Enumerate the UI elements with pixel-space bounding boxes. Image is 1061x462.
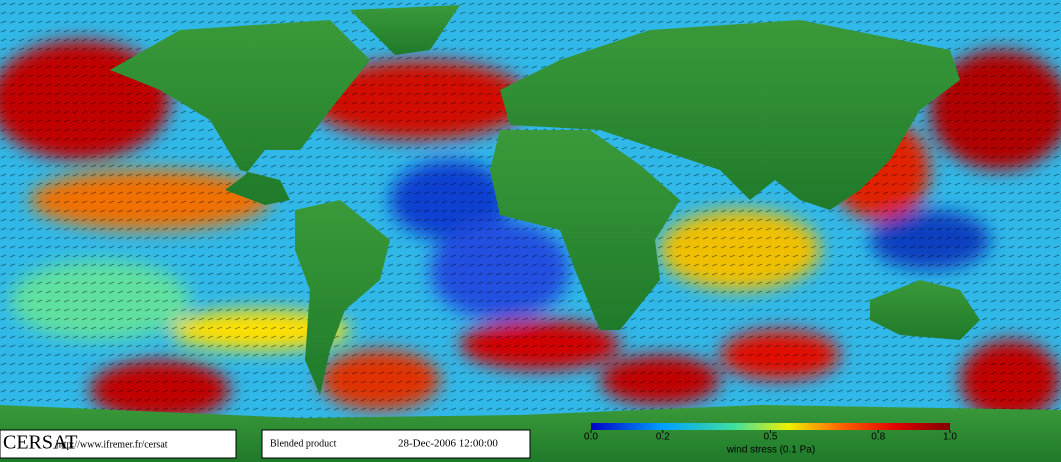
colorbar <box>591 423 950 430</box>
url: http://www.ifremer.fr/cersat <box>56 439 168 450</box>
colorbar-tick-label: 0.0 <box>584 432 598 443</box>
product-name: Blended product <box>270 438 337 449</box>
colorbar-tick-label: 0.2 <box>656 432 670 443</box>
colorbar-tick-label: 0.8 <box>871 432 885 443</box>
logo: CERSAT <box>3 432 77 454</box>
product-date: 28-Dec-2006 12:00:00 <box>398 438 498 450</box>
product-box <box>261 429 531 459</box>
colorbar-label: wind stress (0.1 Pa) <box>726 445 815 456</box>
colorbar-tick-label: 0.5 <box>764 432 778 443</box>
colorbar-tick-label: 1.0 <box>943 432 957 443</box>
logo-box <box>0 429 237 459</box>
land <box>0 5 1061 462</box>
